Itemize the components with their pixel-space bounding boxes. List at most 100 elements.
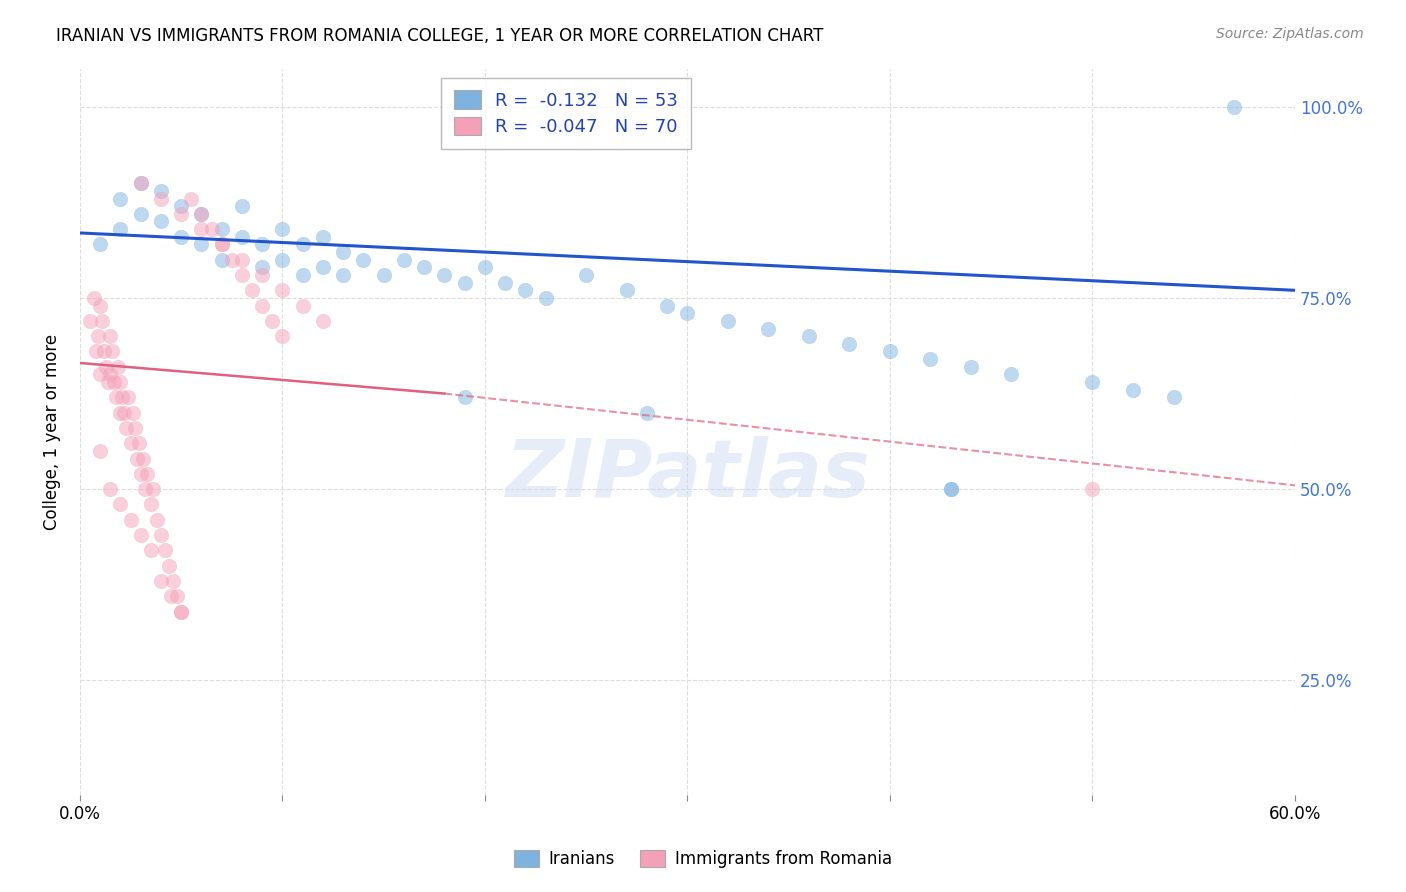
- Point: [291, 299, 314, 313]
- Point: [879, 344, 901, 359]
- Point: [231, 268, 253, 282]
- Point: [920, 352, 942, 367]
- Point: [250, 237, 273, 252]
- Point: [575, 268, 598, 282]
- Point: [231, 199, 253, 213]
- Point: [110, 498, 132, 512]
- Point: [1081, 375, 1104, 389]
- Point: [190, 222, 212, 236]
- Text: IRANIAN VS IMMIGRANTS FROM ROMANIA COLLEGE, 1 YEAR OR MORE CORRELATION CHART: IRANIAN VS IMMIGRANTS FROM ROMANIA COLLE…: [56, 27, 824, 45]
- Point: [190, 207, 212, 221]
- Point: [170, 229, 193, 244]
- Point: [149, 528, 172, 542]
- Point: [312, 260, 335, 275]
- Point: [149, 192, 172, 206]
- Legend: R =  -0.132   N = 53, R =  -0.047   N = 70: R = -0.132 N = 53, R = -0.047 N = 70: [441, 78, 690, 149]
- Point: [129, 467, 152, 481]
- Point: [250, 268, 273, 282]
- Point: [332, 245, 354, 260]
- Point: [1163, 390, 1185, 404]
- Point: [433, 268, 456, 282]
- Point: [939, 482, 962, 496]
- Point: [453, 276, 475, 290]
- Point: [134, 482, 156, 496]
- Point: [312, 229, 335, 244]
- Point: [211, 237, 233, 252]
- Point: [111, 390, 134, 404]
- Point: [170, 605, 193, 619]
- Point: [125, 451, 148, 466]
- Point: [170, 605, 193, 619]
- Point: [120, 513, 142, 527]
- Point: [124, 421, 146, 435]
- Point: [139, 543, 162, 558]
- Point: [271, 252, 294, 267]
- Point: [1223, 100, 1246, 114]
- Point: [262, 314, 284, 328]
- Point: [170, 207, 193, 221]
- Point: [392, 252, 415, 267]
- Point: [87, 329, 110, 343]
- Point: [101, 344, 124, 359]
- Point: [166, 589, 188, 603]
- Point: [1000, 368, 1022, 382]
- Point: [211, 222, 233, 236]
- Point: [98, 368, 121, 382]
- Point: [312, 314, 335, 328]
- Point: [1122, 383, 1144, 397]
- Point: [160, 589, 183, 603]
- Point: [149, 184, 172, 198]
- Point: [98, 482, 121, 496]
- Point: [98, 329, 121, 343]
- Point: [960, 359, 983, 374]
- Point: [250, 299, 273, 313]
- Point: [271, 329, 294, 343]
- Point: [107, 359, 129, 374]
- Point: [534, 291, 557, 305]
- Point: [291, 268, 314, 282]
- Point: [117, 390, 139, 404]
- Legend: Iranians, Immigrants from Romania: Iranians, Immigrants from Romania: [508, 843, 898, 875]
- Point: [271, 283, 294, 297]
- Point: [89, 299, 111, 313]
- Point: [79, 314, 101, 328]
- Point: [120, 436, 142, 450]
- Point: [149, 214, 172, 228]
- Point: [413, 260, 436, 275]
- Point: [153, 543, 176, 558]
- Point: [271, 222, 294, 236]
- Point: [180, 192, 202, 206]
- Point: [110, 406, 132, 420]
- Point: [149, 574, 172, 588]
- Point: [657, 299, 679, 313]
- Point: [96, 359, 118, 374]
- Point: [939, 482, 962, 496]
- Point: [221, 252, 243, 267]
- Point: [636, 406, 658, 420]
- Point: [112, 406, 135, 420]
- Point: [758, 321, 780, 335]
- Point: [91, 314, 114, 328]
- Point: [142, 482, 165, 496]
- Point: [291, 237, 314, 252]
- Point: [84, 344, 107, 359]
- Point: [110, 222, 132, 236]
- Point: [105, 390, 128, 404]
- Point: [352, 252, 374, 267]
- Point: [146, 513, 169, 527]
- Point: [200, 222, 222, 236]
- Point: [797, 329, 820, 343]
- Point: [373, 268, 395, 282]
- Point: [129, 176, 152, 190]
- Point: [231, 252, 253, 267]
- Point: [129, 207, 152, 221]
- Point: [453, 390, 475, 404]
- Point: [121, 406, 143, 420]
- Point: [676, 306, 699, 320]
- Point: [89, 237, 111, 252]
- Point: [93, 344, 115, 359]
- Y-axis label: College, 1 year or more: College, 1 year or more: [44, 334, 60, 530]
- Point: [129, 528, 152, 542]
- Point: [89, 444, 111, 458]
- Point: [494, 276, 516, 290]
